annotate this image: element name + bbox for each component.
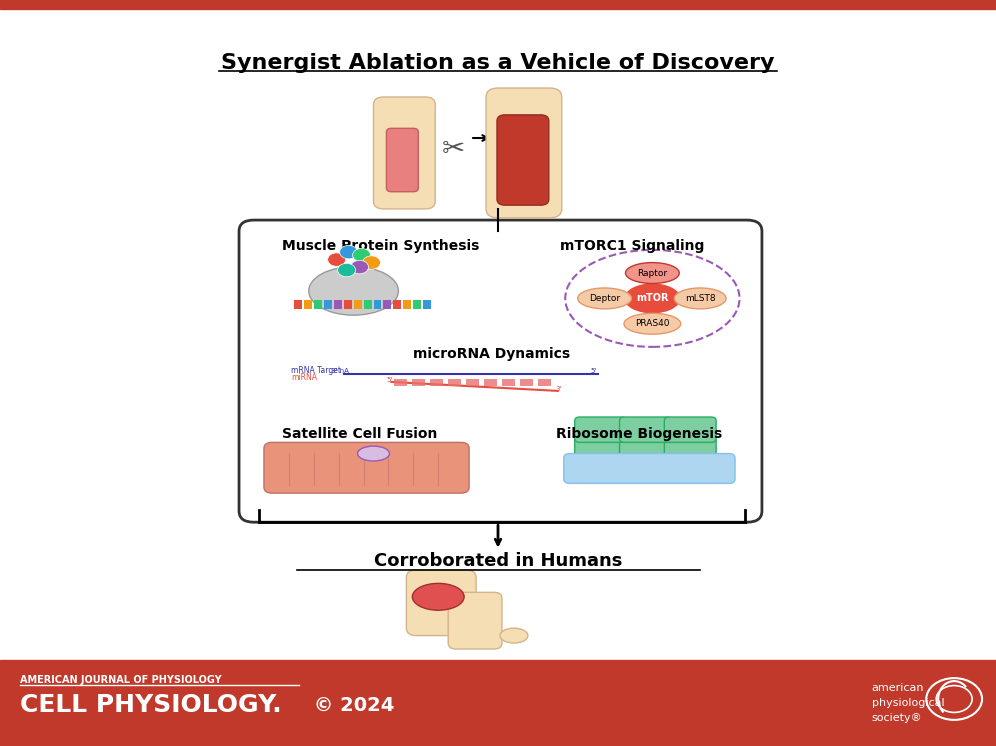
- Ellipse shape: [623, 313, 681, 334]
- FancyBboxPatch shape: [239, 220, 762, 522]
- FancyBboxPatch shape: [575, 417, 626, 442]
- FancyBboxPatch shape: [406, 570, 476, 636]
- Text: Synergist Ablation as a Vehicle of Discovery: Synergist Ablation as a Vehicle of Disco…: [221, 54, 775, 73]
- Ellipse shape: [578, 288, 631, 309]
- Text: mLST8: mLST8: [685, 294, 715, 303]
- Text: physiological: physiological: [872, 698, 944, 708]
- Ellipse shape: [623, 283, 681, 314]
- Text: CELL PHYSIOLOGY.: CELL PHYSIOLOGY.: [20, 693, 282, 717]
- Bar: [0, 0, 996, 9]
- Text: Muscle Protein Synthesis: Muscle Protein Synthesis: [282, 239, 479, 253]
- Bar: [412, 379, 425, 386]
- Bar: [448, 379, 461, 386]
- FancyBboxPatch shape: [664, 417, 716, 442]
- Bar: [364, 300, 372, 309]
- Text: AMERICAN JOURNAL OF PHYSIOLOGY: AMERICAN JOURNAL OF PHYSIOLOGY: [20, 675, 221, 686]
- FancyBboxPatch shape: [264, 442, 469, 493]
- Bar: [314, 300, 322, 309]
- Text: 5': 5': [386, 377, 392, 383]
- Text: 3': 3': [556, 386, 562, 392]
- Ellipse shape: [674, 288, 726, 309]
- Bar: [393, 300, 401, 309]
- Text: miRNA: miRNA: [291, 373, 317, 382]
- Text: mRNA Target: mRNA Target: [291, 366, 341, 375]
- Bar: [0, 660, 996, 746]
- Bar: [304, 300, 312, 309]
- FancyBboxPatch shape: [374, 97, 435, 209]
- Bar: [538, 379, 551, 386]
- FancyBboxPatch shape: [664, 437, 716, 463]
- FancyBboxPatch shape: [620, 417, 671, 442]
- Circle shape: [363, 256, 380, 269]
- Ellipse shape: [358, 446, 389, 461]
- Circle shape: [340, 245, 358, 259]
- Bar: [334, 300, 342, 309]
- Bar: [484, 379, 497, 386]
- FancyBboxPatch shape: [575, 437, 626, 463]
- FancyBboxPatch shape: [620, 437, 671, 463]
- Text: microRNA Dynamics: microRNA Dynamics: [413, 348, 571, 361]
- Text: mTORC1 Signaling: mTORC1 Signaling: [560, 239, 704, 253]
- FancyBboxPatch shape: [497, 115, 549, 205]
- Bar: [374, 300, 381, 309]
- Ellipse shape: [625, 263, 679, 283]
- Bar: [354, 300, 362, 309]
- Bar: [520, 379, 533, 386]
- Text: © 2024: © 2024: [307, 695, 394, 715]
- Text: Deptor: Deptor: [589, 294, 621, 303]
- Circle shape: [328, 253, 346, 266]
- Bar: [403, 300, 411, 309]
- Text: 3' nA: 3' nA: [331, 368, 349, 374]
- Text: Raptor: Raptor: [637, 269, 667, 278]
- Bar: [502, 379, 515, 386]
- Text: ✂: ✂: [441, 135, 465, 163]
- Bar: [430, 379, 443, 386]
- Bar: [466, 379, 479, 386]
- Circle shape: [353, 248, 371, 262]
- Bar: [294, 300, 302, 309]
- Ellipse shape: [500, 628, 528, 643]
- Text: Corroborated in Humans: Corroborated in Humans: [374, 552, 622, 570]
- FancyBboxPatch shape: [486, 88, 562, 218]
- Text: american: american: [872, 683, 924, 693]
- FancyBboxPatch shape: [386, 128, 418, 192]
- Text: Satellite Cell Fusion: Satellite Cell Fusion: [282, 427, 437, 441]
- FancyBboxPatch shape: [448, 592, 502, 649]
- Bar: [423, 300, 431, 309]
- Ellipse shape: [412, 583, 464, 610]
- Text: 5': 5': [591, 368, 597, 374]
- Text: PRAS40: PRAS40: [635, 319, 669, 328]
- Bar: [344, 300, 352, 309]
- Text: mTOR: mTOR: [636, 293, 668, 304]
- FancyBboxPatch shape: [564, 454, 735, 483]
- Ellipse shape: [309, 266, 398, 315]
- Circle shape: [351, 260, 369, 274]
- Bar: [394, 379, 407, 386]
- Text: Ribosome Biogenesis: Ribosome Biogenesis: [556, 427, 722, 441]
- Bar: [383, 300, 391, 309]
- Circle shape: [338, 263, 356, 277]
- Bar: [413, 300, 421, 309]
- Bar: [324, 300, 332, 309]
- Ellipse shape: [445, 579, 475, 600]
- Text: society®: society®: [872, 712, 922, 723]
